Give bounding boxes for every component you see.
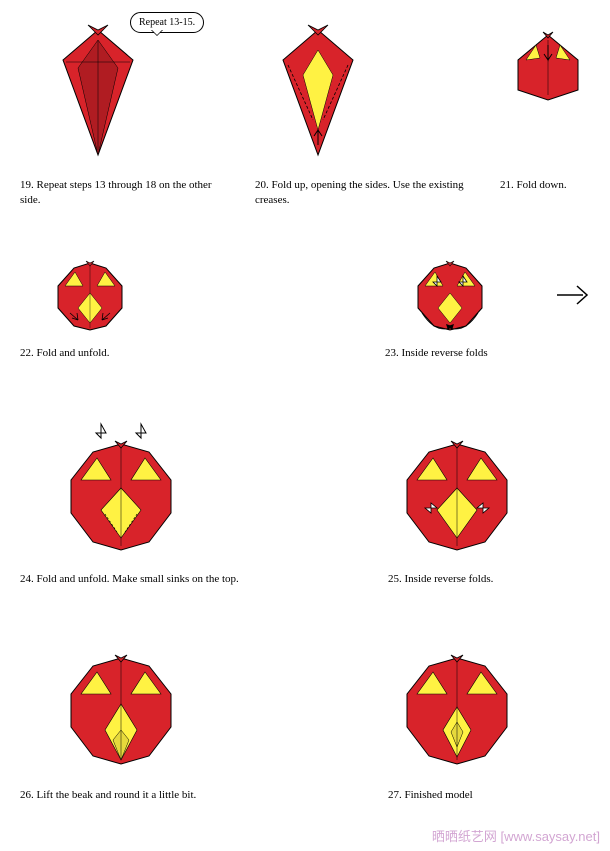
step-24: [56, 420, 186, 560]
step-26-figure: [56, 650, 186, 775]
step-27: [392, 650, 522, 775]
step-22: [50, 258, 130, 338]
step-23: [410, 258, 490, 338]
step-19: [48, 20, 148, 160]
next-arrow-icon: [555, 280, 595, 310]
step-20-figure: [268, 20, 368, 160]
step-25-caption: 25. Inside reverse folds.: [388, 572, 588, 587]
step-19-figure: [48, 20, 148, 160]
step-27-caption: 27. Finished model: [388, 788, 588, 803]
bubble-text: Repeat 13-15.: [139, 17, 195, 28]
speech-bubble: Repeat 13-15.: [130, 12, 204, 33]
step-26-caption: 26. Lift the beak and round it a little …: [20, 788, 240, 803]
step-21-caption: 21. Fold down.: [500, 178, 600, 193]
step-26: [56, 650, 186, 775]
watermark: 晒晒纸艺网 [www.saysay.net]: [432, 826, 600, 845]
step-21-figure: [508, 30, 588, 105]
step-20: [268, 20, 368, 160]
step-23-figure: [410, 258, 490, 338]
step-23-caption: 23. Inside reverse folds: [385, 346, 565, 361]
step-22-caption: 22. Fold and unfold.: [20, 346, 200, 361]
step-22-figure: [50, 258, 130, 338]
step-25-figure: [392, 436, 522, 561]
step-19-caption: 19. Repeat steps 13 through 18 on the ot…: [20, 178, 220, 209]
step-24-figure: [56, 420, 186, 560]
step-27-figure: [392, 650, 522, 775]
step-20-caption: 20. Fold up, opening the sides. Use the …: [255, 178, 465, 209]
step-21: [508, 30, 588, 105]
step-24-caption: 24. Fold and unfold. Make small sinks on…: [20, 572, 240, 587]
step-25: [392, 436, 522, 561]
